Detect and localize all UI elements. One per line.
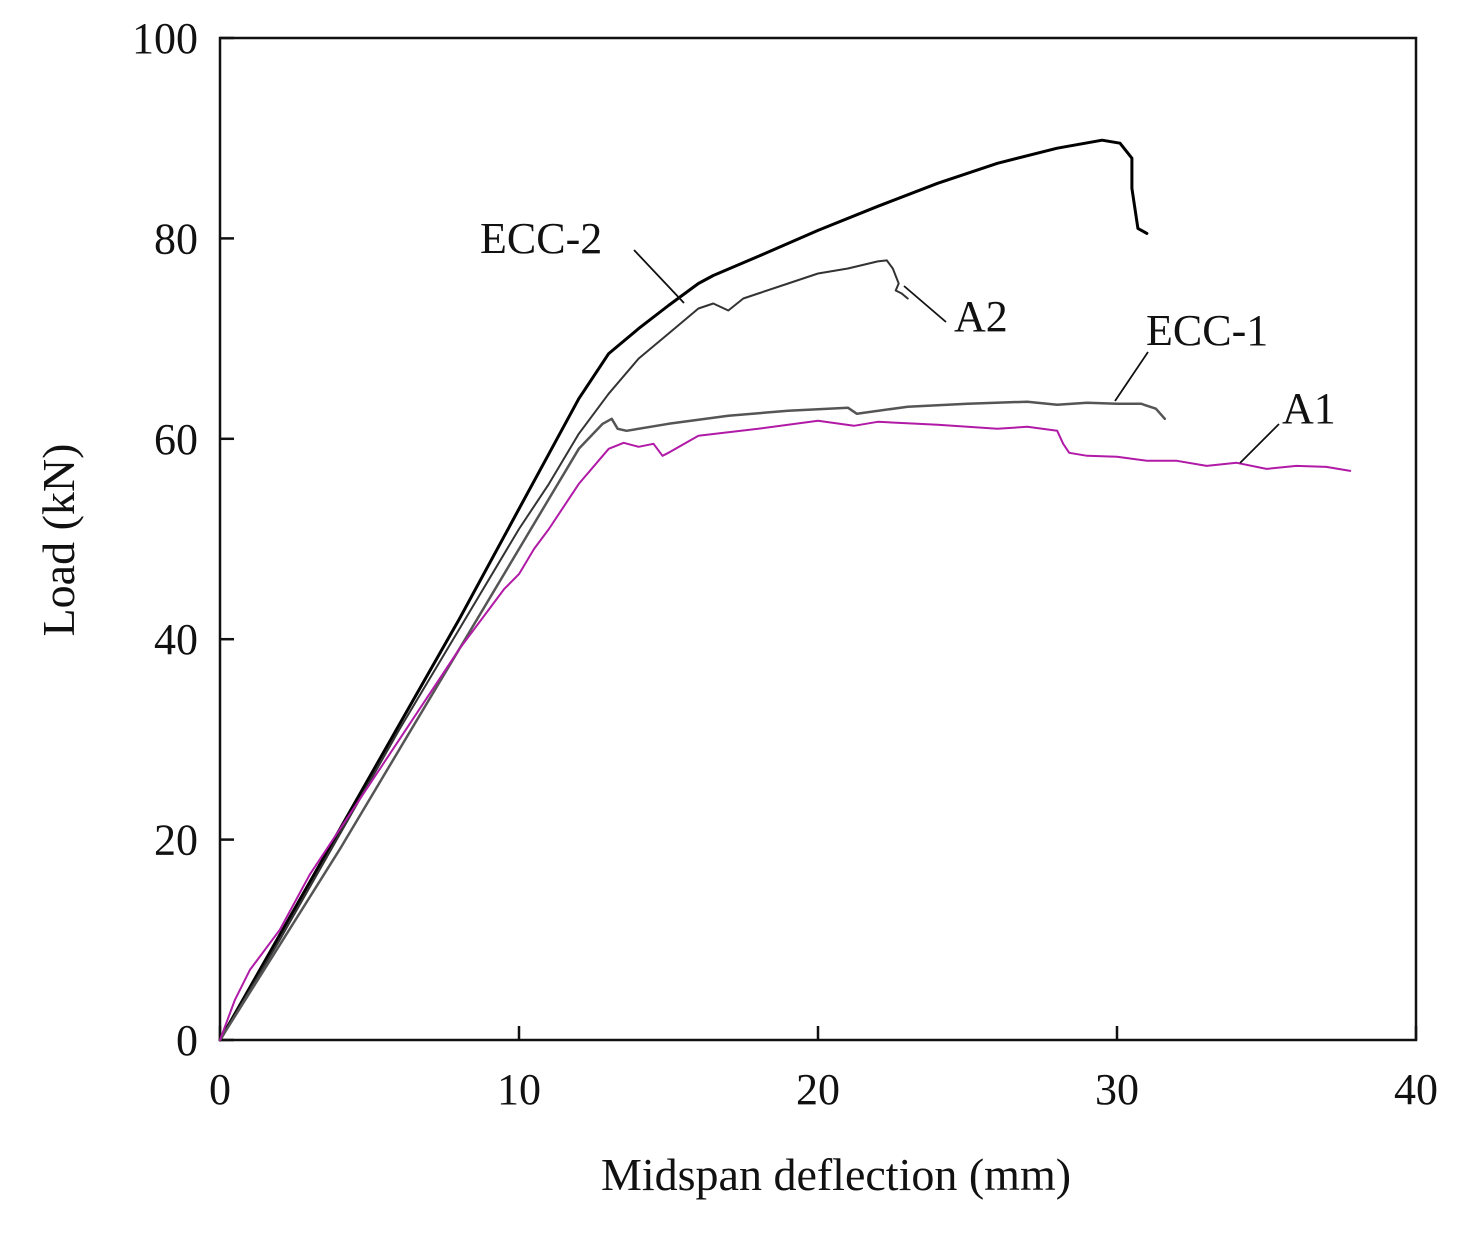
y-tick-label: 100: [132, 14, 198, 63]
x-tick-label: 30: [1095, 1065, 1139, 1114]
y-tick-label: 60: [154, 415, 198, 464]
series-line-a1: [219, 419, 1352, 1041]
y-tick-label: 20: [154, 816, 198, 865]
x-tick-label: 20: [796, 1065, 840, 1114]
leader-line-a2: [903, 285, 947, 323]
label-ecc-2: ECC-2: [480, 214, 602, 263]
series-lines: [218, 138, 1352, 1042]
x-axis-title: Midspan deflection (mm): [601, 1149, 1071, 1200]
y-tick-label: 40: [154, 615, 198, 664]
x-axis-ticks: 0 10 20 30 40: [209, 1026, 1438, 1114]
leader-line-ecc-2: [633, 249, 685, 304]
plot-frame: [218, 36, 1418, 1042]
leader-line-a1: [1239, 423, 1280, 464]
leader-line-ecc-1: [1114, 351, 1149, 402]
label-a2: A2: [954, 292, 1008, 341]
y-tick-label: 80: [154, 214, 198, 263]
label-a1: A1: [1282, 384, 1336, 433]
x-tick-label: 10: [497, 1065, 541, 1114]
y-tick-label: 0: [176, 1016, 198, 1065]
y-axis-ticks: 0 20 40 60 80 100: [132, 14, 234, 1065]
y-axis-title: Load (kN): [33, 444, 84, 637]
series-annotations: ECC-2 A2 ECC-1 A1: [480, 214, 1336, 464]
series-line-a2: [219, 259, 909, 1041]
series-line-ecc-2: [218, 138, 1149, 1042]
x-tick-label: 0: [209, 1065, 231, 1114]
x-tick-label: 40: [1394, 1065, 1438, 1114]
series-line-ecc-1: [218, 400, 1167, 1042]
label-ecc-1: ECC-1: [1146, 306, 1268, 355]
